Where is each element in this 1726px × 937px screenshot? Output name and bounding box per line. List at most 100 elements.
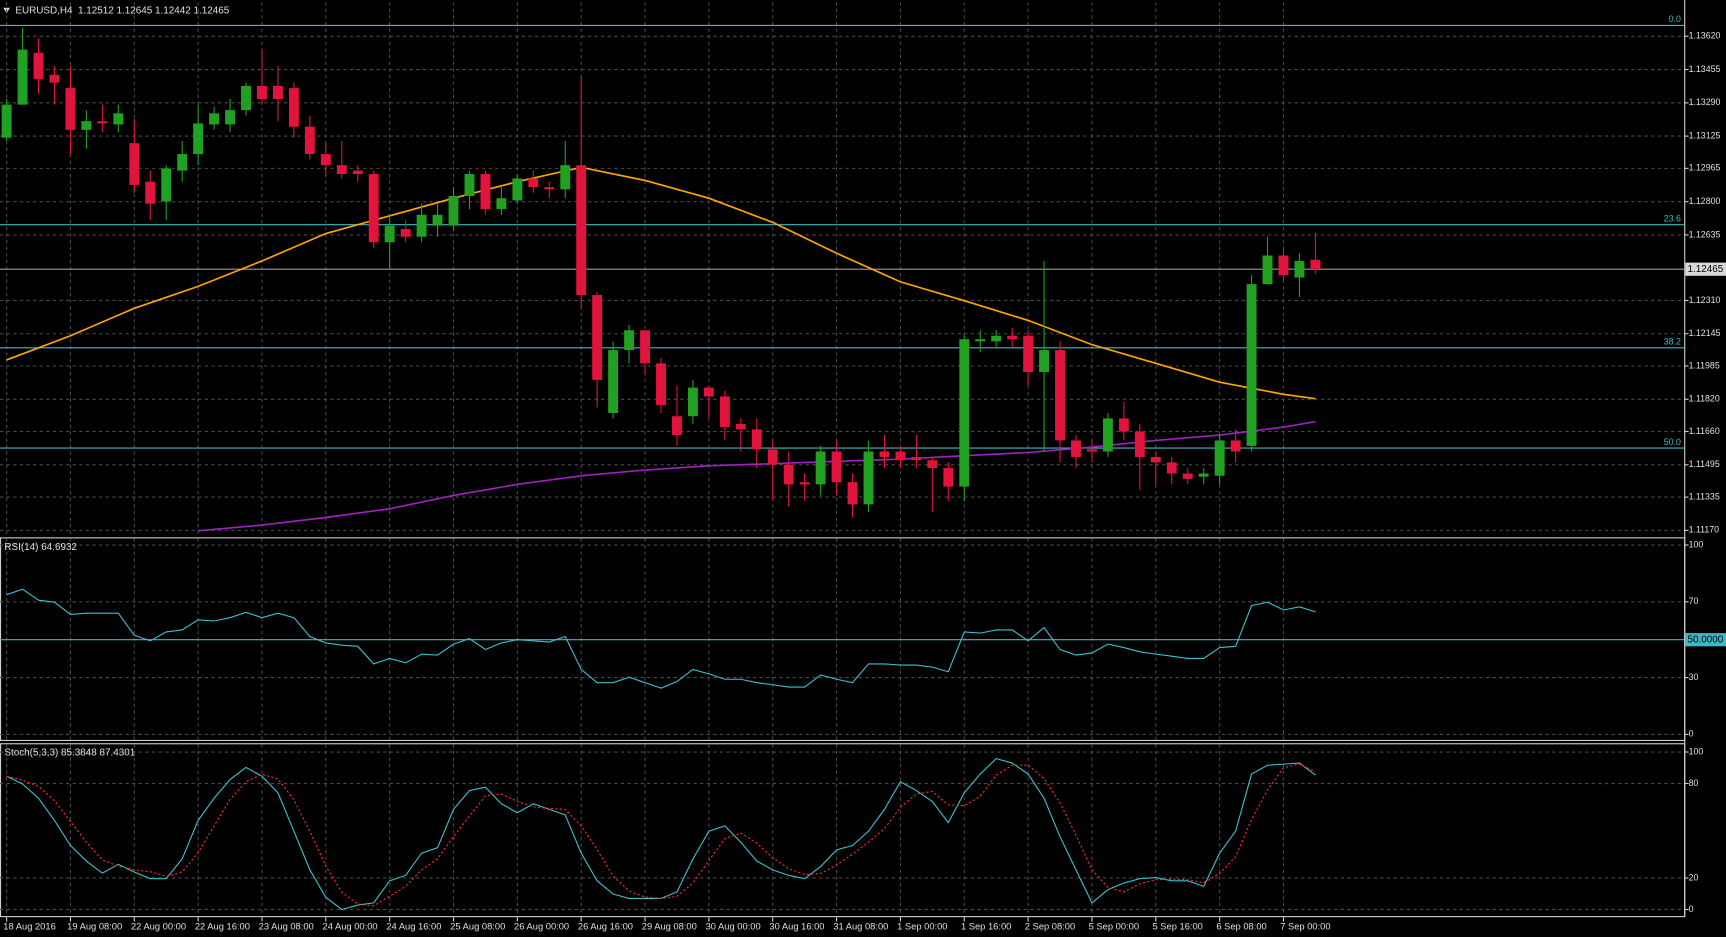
candle-body — [65, 88, 76, 130]
last-price-box — [1685, 262, 1726, 276]
y-tick-label: 0 — [1689, 904, 1694, 914]
y-tick-label: 80 — [1689, 778, 1699, 788]
candle-body — [368, 174, 379, 243]
candle-body — [1134, 431, 1145, 457]
x-tick-label: 18 Aug 2016 — [3, 922, 55, 932]
x-tick-label: 24 Aug 16:00 — [386, 922, 441, 932]
candle-body — [560, 165, 571, 190]
candle-body — [225, 110, 236, 125]
candle-body — [129, 143, 140, 185]
candle-body — [400, 229, 411, 237]
y-tick-label: 1.12145 — [1689, 328, 1721, 338]
x-tick-label: 24 Aug 00:00 — [323, 922, 378, 932]
candle-body — [991, 335, 1002, 342]
stoch-title: Stoch(5,3,3) 85.3848 87.4301 — [4, 748, 135, 759]
candle-body — [592, 295, 603, 380]
fib-level-label: 23.6 — [1664, 213, 1681, 223]
y-tick-label: 30 — [1689, 672, 1699, 682]
candle-body — [1087, 449, 1097, 452]
candle-body — [304, 126, 315, 155]
candle-body — [1246, 284, 1257, 446]
candle-body — [1023, 335, 1034, 373]
y-tick-label: 1.11495 — [1689, 459, 1720, 469]
candle-body — [1214, 440, 1225, 476]
indicator-line — [6, 763, 1316, 907]
candle-body — [719, 396, 730, 428]
rsi-title: RSI(14) 64.6932 — [4, 542, 77, 553]
x-tick-label: 19 Aug 08:00 — [67, 922, 122, 932]
candle-body — [241, 85, 251, 111]
y-tick-label: 70 — [1689, 596, 1699, 606]
x-tick-label: 26 Aug 00:00 — [514, 922, 569, 932]
y-tick-label: 20 — [1689, 872, 1699, 882]
y-tick-label: 1.13290 — [1689, 97, 1721, 107]
x-tick-label: 1 Sep 00:00 — [897, 922, 947, 932]
candle-body — [257, 85, 267, 100]
candle-body — [544, 187, 555, 190]
candle-body — [1150, 456, 1161, 463]
candle-body — [911, 456, 922, 461]
y-tick-label: 1.12965 — [1689, 163, 1721, 173]
y-tick-label: 1.13125 — [1689, 130, 1721, 140]
y-tick-label: 1.11170 — [1689, 525, 1720, 535]
candle-body — [432, 214, 443, 226]
candle-body — [384, 225, 395, 243]
candle-body — [496, 198, 507, 210]
candle-body — [1182, 473, 1193, 479]
candle-body — [640, 330, 651, 364]
candle-body — [1007, 335, 1018, 340]
candle-body — [113, 113, 124, 125]
y-tick-label: 0 — [1689, 729, 1694, 739]
candle-body — [1278, 255, 1289, 276]
candle-body — [1055, 350, 1065, 441]
x-tick-label: 30 Aug 00:00 — [706, 922, 761, 932]
candle-body — [17, 49, 28, 105]
candle-body — [1198, 473, 1209, 477]
y-tick-label: 1.11985 — [1689, 360, 1720, 370]
fib-level-label: 0.0 — [1669, 14, 1681, 24]
y-tick-label: 1.11820 — [1689, 394, 1720, 404]
candle-body — [799, 482, 810, 485]
candle-body — [352, 170, 363, 175]
x-tick-label: 31 Aug 08:00 — [833, 922, 888, 932]
y-tick-label: 1.13620 — [1689, 31, 1721, 41]
candle-body — [464, 174, 475, 197]
y-tick-label: 1.11660 — [1689, 426, 1720, 436]
x-tick-label: 2 Sep 08:00 — [1025, 922, 1075, 932]
candle-body — [177, 154, 188, 171]
candle-body — [81, 121, 92, 130]
candle-body — [193, 123, 204, 155]
candle-body — [959, 339, 970, 487]
y-tick-label: 100 — [1689, 539, 1704, 549]
stoch-panel-frame — [0, 743, 1686, 918]
candle-body — [703, 387, 714, 397]
candle-body — [831, 451, 842, 483]
candle-body — [847, 482, 858, 505]
candle-body — [927, 460, 938, 469]
candle-body — [49, 74, 60, 83]
y-tick-label: 1.12310 — [1689, 295, 1721, 305]
candle-body — [751, 429, 762, 450]
candle-body — [288, 88, 299, 127]
candle-body — [943, 468, 954, 487]
candle-body — [161, 168, 172, 202]
candle-body — [815, 451, 826, 485]
candle-body — [1230, 440, 1241, 452]
candle-body — [863, 451, 874, 505]
candle-body — [1039, 350, 1050, 373]
x-tick-label: 1 Sep 16:00 — [961, 922, 1011, 932]
candle-body — [576, 165, 587, 296]
x-tick-label: 26 Aug 16:00 — [578, 922, 633, 932]
y-tick-label: 1.12800 — [1689, 196, 1721, 206]
candle-body — [735, 423, 746, 430]
fib-level-label: 50.0 — [1664, 437, 1681, 447]
candle-body — [1118, 418, 1129, 432]
x-tick-label: 29 Aug 08:00 — [642, 922, 697, 932]
indicator-line — [6, 588, 1316, 689]
x-tick-label: 22 Aug 16:00 — [195, 922, 250, 932]
level-label: 50.0000 — [1687, 634, 1723, 645]
candle-body — [272, 85, 283, 100]
candle-body — [767, 449, 778, 465]
